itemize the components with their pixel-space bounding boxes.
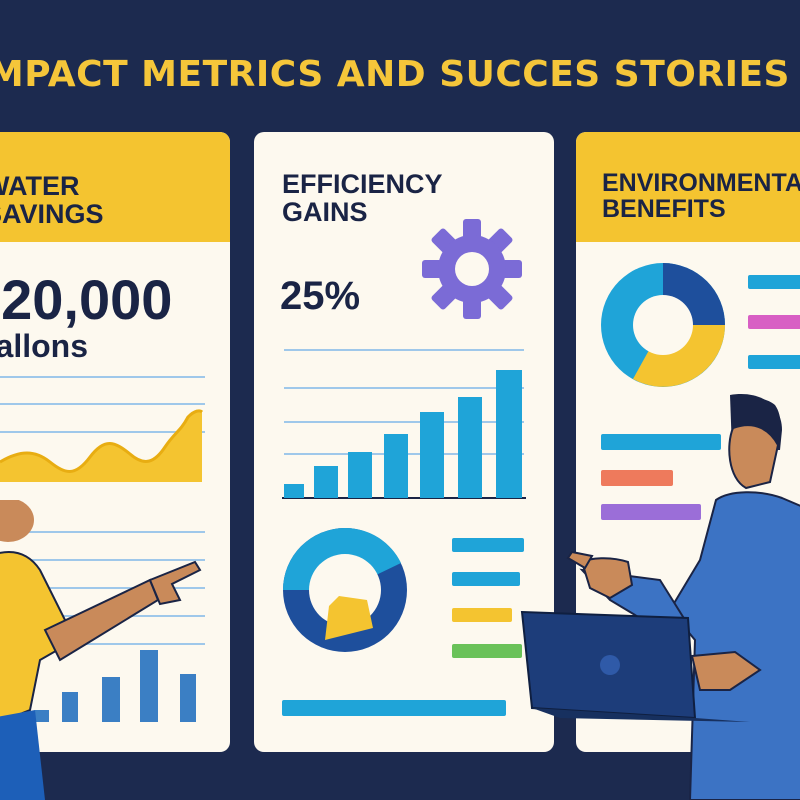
efficiency-legend	[452, 538, 524, 658]
water-savings-unit: gallons	[0, 328, 89, 364]
environmental-legend	[748, 275, 800, 369]
water-savings-value: 220,000	[0, 268, 173, 331]
environmental-benefits-title: ENVIRONMENTAL BENEFITS	[602, 170, 800, 223]
efficiency-gains-graphics	[282, 219, 526, 716]
efficiency-gains-value: 25%	[280, 274, 361, 318]
efficiency-gains-title-line1: EFFICIENCY	[282, 169, 443, 199]
water-savings-title-line2: SAVINGS	[0, 199, 104, 230]
water-savings-header	[0, 132, 230, 242]
efficiency-donut	[283, 527, 407, 652]
efficiency-gains-title-line2: GAINS	[282, 197, 368, 228]
efficiency-bars	[284, 370, 522, 498]
environmental-donut	[601, 263, 725, 387]
water-savings-title-line1: WATER	[0, 171, 80, 201]
efficiency-gains-card: EFFICIENCY GAINS 25%	[254, 132, 554, 752]
environmental-benefits-title-line1: ENVIRONMENTAL	[602, 169, 800, 197]
water-savings-title: WATER SAVINGS	[0, 172, 104, 229]
gear-icon	[422, 219, 522, 319]
page-title: IMPACT METRICS AND SUCCES STORIES	[0, 54, 790, 95]
laptop-icon	[520, 610, 750, 722]
person-yellow-shirt	[0, 500, 202, 800]
environmental-benefits-title-line2: BENEFITS	[602, 195, 726, 224]
page-title-bar: IMPACT METRICS AND SUCCES STORIES	[0, 48, 800, 108]
person-blue-shirt	[520, 394, 800, 800]
water-savings-card: WATER SAVINGS 220,000 gallons	[0, 132, 230, 752]
efficiency-progress-bar	[282, 700, 506, 716]
efficiency-gains-title: EFFICIENCY GAINS	[282, 170, 443, 227]
water-savings-bars	[35, 650, 196, 722]
environmental-benefits-graphics	[601, 263, 800, 520]
environmental-bars-list	[601, 434, 721, 520]
environmental-benefits-header	[576, 132, 800, 242]
